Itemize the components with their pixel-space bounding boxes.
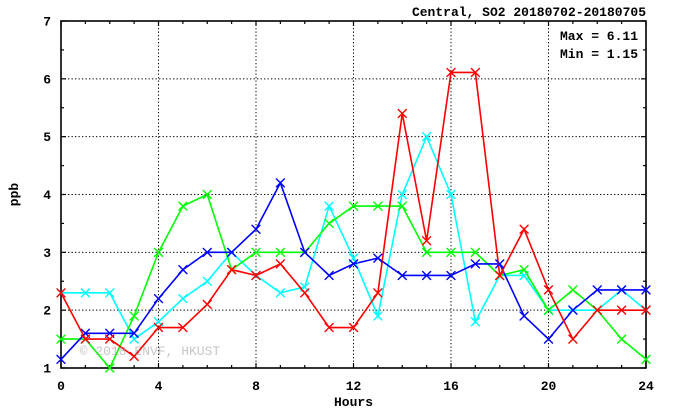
svg-text:12: 12 — [346, 379, 362, 394]
svg-text:0: 0 — [57, 379, 65, 394]
svg-text:© 2018 ENVF, HKUST: © 2018 ENVF, HKUST — [80, 344, 221, 359]
svg-text:7: 7 — [43, 15, 51, 30]
svg-text:8: 8 — [252, 379, 260, 394]
svg-text:24: 24 — [638, 379, 654, 394]
svg-text:ppb: ppb — [7, 183, 22, 207]
svg-text:1: 1 — [43, 362, 51, 377]
svg-text:3: 3 — [43, 246, 51, 261]
svg-text:2: 2 — [43, 304, 51, 319]
svg-text:Central, SO2 20180702-20180705: Central, SO2 20180702-20180705 — [412, 5, 646, 20]
svg-text:20: 20 — [541, 379, 557, 394]
svg-text:4: 4 — [43, 188, 51, 203]
svg-text:6: 6 — [43, 72, 51, 87]
svg-text:Min = 1.15: Min = 1.15 — [560, 47, 638, 62]
svg-text:Hours: Hours — [334, 395, 373, 409]
svg-text:5: 5 — [43, 130, 51, 145]
svg-text:4: 4 — [155, 379, 163, 394]
svg-text:Max = 6.11: Max = 6.11 — [560, 29, 638, 44]
svg-text:16: 16 — [443, 379, 459, 394]
